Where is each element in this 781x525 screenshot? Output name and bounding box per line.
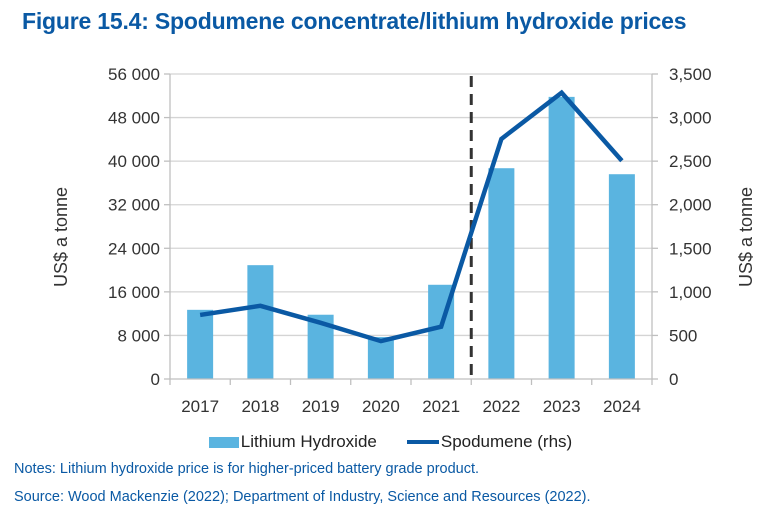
x-tick-label: 2024 [603, 397, 641, 416]
x-tick-labels: 2017 2018 2019 2020 2021 2022 2023 2024 [181, 397, 641, 416]
legend-bar-swatch [208, 436, 239, 448]
y-tick-label-left: 16 000 [108, 283, 160, 302]
legend: Lithium Hydroxide Spodumene (rhs) [0, 432, 781, 452]
y-tick-label-left: 40 000 [108, 152, 160, 171]
y-tick-label-right: 500 [669, 326, 697, 345]
spodumene-line [199, 89, 624, 344]
y-tick-label-left: 24 000 [108, 239, 160, 258]
left-tick-labels: 0 8 000 16 000 24 000 32 000 40 000 48 000 56 0… [108, 65, 160, 389]
source-text: Source: Wood Mackenzie (2022); Departmen… [14, 489, 591, 505]
y-tick-label-left: 32 000 [108, 196, 160, 215]
bar-2023 [548, 96, 575, 379]
legend-item-lithium-hydroxide: Lithium Hydroxide [208, 432, 377, 452]
chart-title: Figure 15.4: Spodumene concentrate/lithi… [22, 8, 687, 34]
bar-2017 [187, 309, 214, 379]
bar-series [187, 96, 635, 379]
bar-2022 [488, 168, 515, 379]
y-tick-label-right: 3,000 [669, 109, 712, 128]
legend-label: Lithium Hydroxide [240, 432, 377, 451]
bar-2024 [608, 174, 635, 379]
chart: 0 8 000 16 000 24 000 32 000 40 000 48 000 56 0… [51, 65, 756, 416]
y-tick-label-right: 2,000 [669, 196, 712, 215]
x-tick-label: 2020 [362, 397, 400, 416]
x-tick-label: 2019 [302, 397, 340, 416]
x-tick-label: 2023 [543, 397, 581, 416]
y-tick-label-right: 1,000 [669, 283, 712, 302]
legend-item-spodumene: Spodumene (rhs) [406, 432, 573, 452]
y-tick-label-right: 2,500 [669, 152, 712, 171]
x-tick-label: 2017 [181, 397, 219, 416]
y-tick-label-right: 0 [669, 370, 678, 389]
bar-2020 [367, 337, 394, 379]
x-tick-label: 2021 [422, 397, 460, 416]
y-tick-label-right: 3,500 [669, 65, 712, 84]
x-tick-label: 2018 [241, 397, 279, 416]
y-tick-label-left: 56 000 [108, 65, 160, 84]
bar-2018 [247, 265, 274, 379]
y-tick-label-left: 0 [151, 370, 160, 389]
y-tick-label-left: 48 000 [108, 109, 160, 128]
right-tick-labels: 0 500 1,000 1,500 2,000 2,500 3,000 3,500 [669, 65, 712, 389]
y-axis-label-right: US$ a tonne [736, 187, 756, 287]
legend-line-swatch [406, 440, 439, 444]
legend-label: Spodumene (rhs) [440, 432, 573, 451]
y-axis-label-left: US$ a tonne [51, 187, 71, 287]
notes-text: Notes: Lithium hydroxide price is for hi… [14, 461, 480, 477]
line-series [199, 89, 624, 344]
x-tick-label: 2022 [482, 397, 520, 416]
y-tick-label-right: 1,500 [669, 239, 712, 258]
axes [164, 73, 658, 385]
y-tick-label-left: 8 000 [117, 326, 160, 345]
